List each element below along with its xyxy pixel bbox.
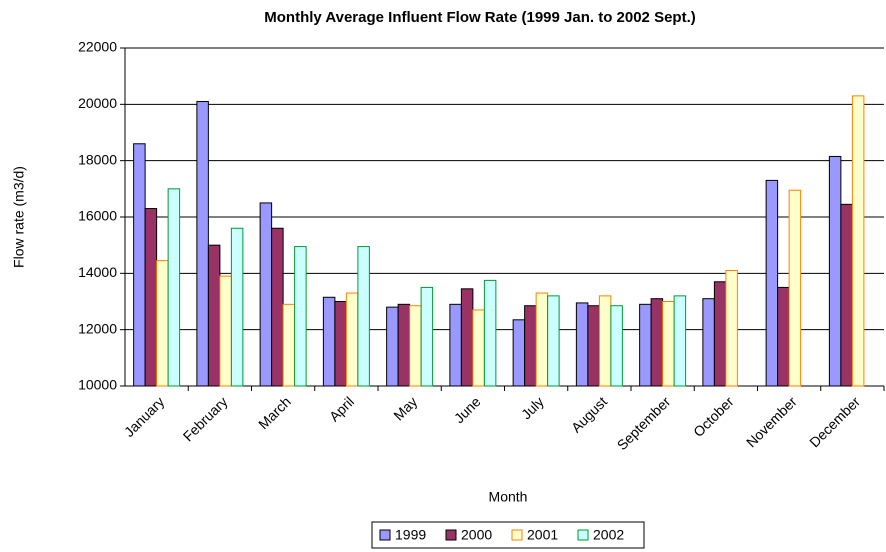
legend-swatch [379,529,391,541]
bar [610,305,623,387]
bar [702,298,715,387]
bar [345,292,359,387]
bar [777,286,790,387]
bar [420,286,434,387]
bar [472,309,485,387]
y-axis-label: Flow rate (m3/d) [11,166,27,268]
y-tick-label: 16000 [78,208,117,224]
chart-title: Monthly Average Influent Flow Rate (1999… [264,9,695,26]
y-tick-label: 12000 [78,320,117,336]
bar [765,179,779,387]
bar [725,270,738,387]
x-tick-label: April [326,393,357,424]
bar [524,305,537,387]
x-tick-label: November [743,393,800,450]
bar [460,288,474,387]
legend-box [371,521,645,549]
bar [156,260,169,387]
bar [650,298,664,387]
bar [282,303,296,387]
legend-swatch [511,529,523,541]
bar [357,246,370,387]
x-tick-label: February [180,393,231,444]
bar [230,227,244,387]
bar [575,302,589,387]
bar [662,301,675,387]
bar [271,227,284,387]
x-tick-label: July [518,393,547,422]
bar [196,101,209,387]
bar [788,189,802,387]
bar [828,155,842,387]
bar [639,303,652,387]
x-tick-label: March [255,393,294,432]
y-tick-label: 22000 [78,39,117,55]
bar [167,188,181,387]
bar [713,281,727,387]
legend-label: 1999 [395,527,426,543]
x-axis-label: Month [489,489,528,505]
bar [322,296,336,387]
legend-swatch [445,529,457,541]
bar [294,246,307,387]
legend-swatch [577,529,589,541]
bar [144,208,158,387]
x-tick-label: December [806,393,863,450]
bar [512,319,526,387]
y-tick-label: 10000 [78,377,117,393]
bar [851,95,865,387]
bar [397,303,411,387]
bar [219,275,232,387]
x-tick-label: August [568,393,610,435]
y-tick-label: 18000 [78,151,117,167]
bar [386,306,399,387]
bar [535,292,549,387]
x-tick-label: September [614,393,674,453]
y-tick-label: 20000 [78,95,117,111]
legend-label: 2001 [527,527,558,543]
bar [259,202,273,387]
bar [547,295,560,387]
x-tick-label: January [121,393,168,440]
bar [673,295,687,387]
legend-label: 2002 [593,527,624,543]
x-tick-label: May [390,393,420,423]
bar [449,303,462,387]
bar [483,279,497,387]
bar [334,301,347,387]
bar [598,295,612,387]
bar [133,143,146,387]
bar [587,305,600,387]
legend-label: 2000 [461,527,492,543]
x-tick-label: October [690,393,737,440]
x-tick-label: June [451,393,484,426]
bar [840,203,853,387]
bar [207,244,221,387]
y-tick-label: 14000 [78,264,117,280]
bar [409,305,422,387]
